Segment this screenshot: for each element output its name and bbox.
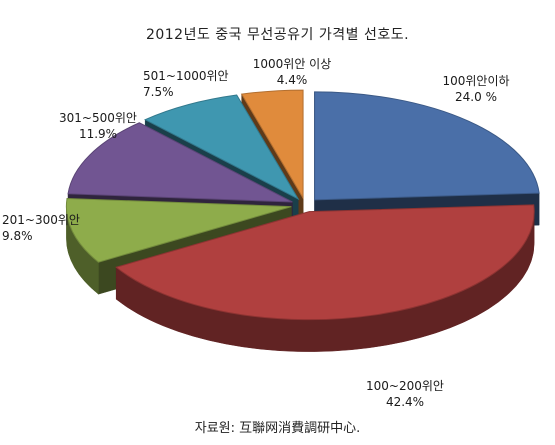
slice-label-1: 100~200위안 42.4%	[355, 378, 455, 410]
slice-0	[314, 91, 540, 201]
slice-name-5: 1000위안 이상	[252, 57, 332, 71]
slice-5	[240, 89, 304, 200]
slice-value-2: 9.8%	[2, 229, 33, 243]
slice-value-4: 7.5%	[143, 85, 174, 99]
slice-label-2: 201~300위안 9.8%	[2, 212, 84, 244]
slice-label-0: 100위안이하 24.0 %	[428, 73, 524, 105]
slice-value-1: 42.4%	[385, 395, 425, 409]
slice-1	[115, 204, 535, 321]
slice-label-5: 1000위안 이상 4.4%	[240, 56, 344, 88]
slice-name-4: 501~1000위안	[143, 69, 229, 83]
source-note: 자료원: 互聯网消費調研中心.	[194, 421, 361, 436]
slice-value-3: 11.9%	[78, 127, 118, 141]
slice-value-5: 4.4%	[276, 73, 308, 87]
slice-3	[67, 122, 293, 203]
slice-name-1: 100~200위안	[366, 379, 444, 393]
slice-4	[143, 94, 300, 201]
chart-title: 2012년도 중국 무선공유기 가격별 선호도.	[145, 27, 410, 43]
slice-name-0: 100위안이하	[442, 74, 510, 88]
slice-label-4: 501~1000위안 7.5%	[143, 68, 247, 100]
slice-2	[65, 197, 292, 263]
slice-name-2: 201~300위안	[2, 213, 80, 227]
slice-value-0: 24.0 %	[455, 90, 497, 104]
slice-name-3: 301~500위안	[59, 111, 137, 125]
slice-label-3: 301~500위안 11.9%	[50, 110, 146, 142]
pie-tops	[65, 89, 540, 321]
